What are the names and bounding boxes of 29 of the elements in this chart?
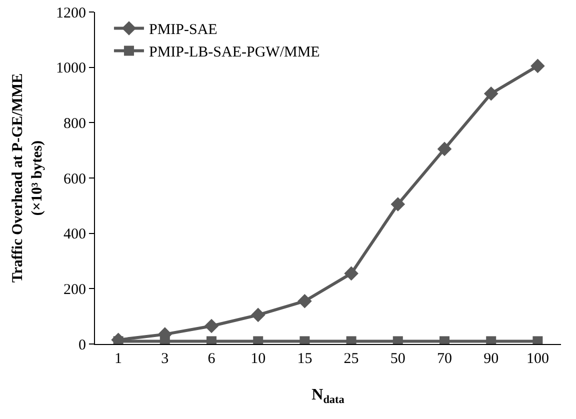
point: [390, 197, 406, 212]
y-tick-label: 600: [64, 171, 86, 188]
y-axis-title: Traffic Overhead at P-GE/MME (×10³ bytes): [10, 73, 46, 283]
y-tick-label: 400: [64, 226, 86, 243]
x-tick-label: 70: [437, 351, 452, 367]
y-tick-label: 0: [78, 337, 86, 354]
y-tick-label: 1200: [56, 5, 86, 22]
point: [344, 266, 358, 281]
x-tick-label: 15: [297, 351, 312, 367]
point: [437, 142, 452, 156]
point: [250, 308, 266, 322]
y-tick-label: 800: [64, 116, 86, 132]
point: [484, 86, 498, 101]
legend-label: PMIP-SAE: [148, 22, 218, 38]
x-tick-label: 10: [250, 351, 266, 367]
x-tick-label: 25: [344, 351, 359, 367]
x-tick-label: 90: [484, 351, 499, 367]
point: [298, 294, 312, 308]
x-tick-label: 100: [526, 351, 549, 367]
legend-label: PMIP-LB-SAE-PGW/MME: [148, 44, 320, 61]
x-tick-label: 3: [161, 351, 169, 367]
x-tick-label: 6: [208, 351, 216, 367]
x-tick-label: 1: [114, 351, 122, 367]
point: [204, 318, 219, 334]
x-tick-label: 50: [390, 351, 406, 367]
y-tick-label: 200: [64, 282, 86, 298]
y-tick-label: 1000: [56, 60, 86, 77]
point: [530, 58, 545, 74]
x-axis-title: N$_{data}$: [312, 386, 345, 406]
